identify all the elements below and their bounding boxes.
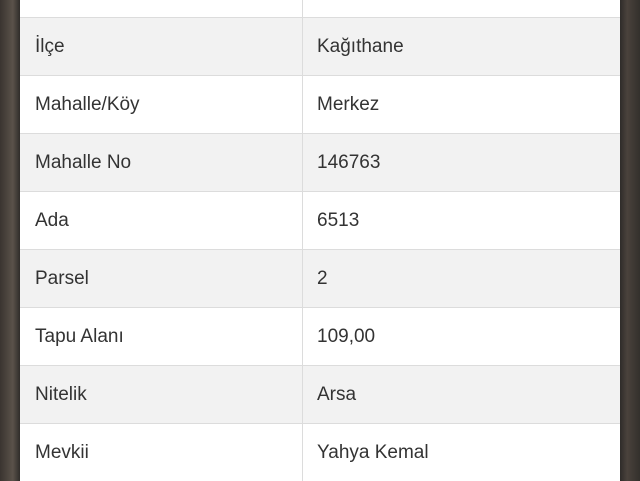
field-label: Parsel (20, 250, 303, 307)
table-row: İlçe Kağıthane (20, 17, 620, 75)
table-row: Parsel 2 (20, 249, 620, 307)
field-value: Kağıthane (317, 36, 404, 57)
field-label: Nitelik (20, 366, 303, 423)
field-label: Mahalle/Köy (20, 76, 303, 133)
table-row: Tapu Alanı 109,00 (20, 307, 620, 365)
parcel-table: İlçe Kağıthane Mahalle/Köy Merkez Mahalle No… (20, 0, 620, 481)
table-row-partial (20, 0, 620, 17)
field-value: 109,00 (317, 326, 376, 347)
field-label: İlçe (20, 18, 303, 75)
field-value: 2 (317, 268, 328, 289)
table-row: Mevkii Yahya Kemal (20, 423, 620, 481)
field-value: Arsa (317, 384, 357, 405)
field-label: Mevkii (20, 424, 303, 481)
field-value: 146763 (317, 152, 381, 173)
field-label: Ada (20, 192, 303, 249)
field-value: Merkez (317, 94, 380, 115)
table-row: Nitelik Arsa (20, 365, 620, 423)
field-value: Yahya Kemal (317, 442, 429, 463)
table-cell (303, 0, 620, 17)
field-value: 6513 (317, 210, 360, 231)
table-row: Ada 6513 (20, 191, 620, 249)
table-row: Mahalle No 146763 (20, 133, 620, 191)
table-cell (20, 0, 303, 17)
field-label: Tapu Alanı (20, 308, 303, 365)
field-label: Mahalle No (20, 134, 303, 191)
table-row: Mahalle/Köy Merkez (20, 75, 620, 133)
